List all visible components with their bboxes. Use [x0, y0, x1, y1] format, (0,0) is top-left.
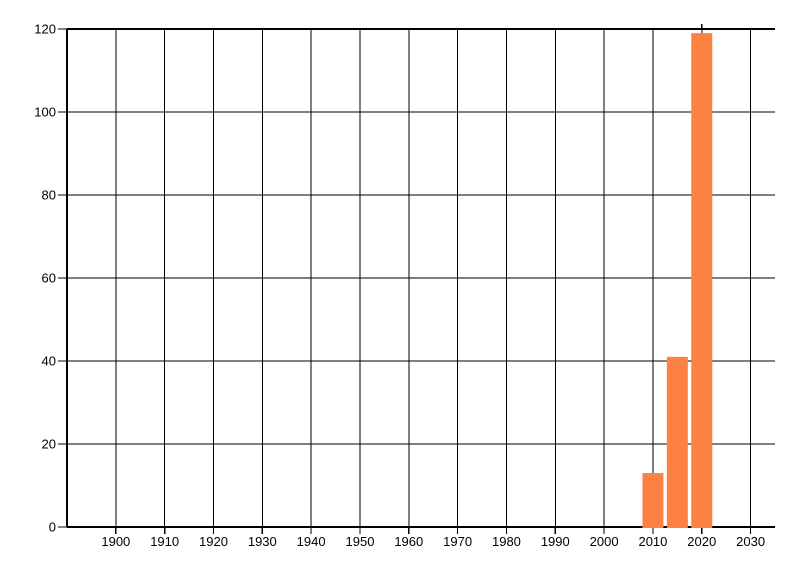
x-tick-label: 1930	[248, 534, 277, 549]
bar-2015	[666, 356, 688, 528]
y-tick-label: 0	[49, 520, 56, 535]
x-tick-label: 2010	[638, 534, 667, 549]
y-tick-label: 40	[42, 354, 56, 369]
x-tick-label: 1970	[443, 534, 472, 549]
x-tick-label: 1900	[101, 534, 130, 549]
x-tick-label: 2020	[687, 534, 716, 549]
y-tick-label: 100	[34, 105, 56, 120]
x-tick-label: 1980	[492, 534, 521, 549]
x-tick-label: 1910	[150, 534, 179, 549]
x-tick-label: 1960	[394, 534, 423, 549]
x-tick-label: 2000	[590, 534, 619, 549]
y-tick-label: 60	[42, 271, 56, 286]
y-tick-label: 20	[42, 437, 56, 452]
y-tick-label: 80	[42, 188, 56, 203]
x-tick-label: 1950	[346, 534, 375, 549]
x-tick-label: 2030	[736, 534, 765, 549]
bar-2010	[642, 473, 664, 528]
y-tick-label: 120	[34, 22, 56, 37]
x-tick-label: 1940	[297, 534, 326, 549]
bar-2020	[691, 33, 713, 529]
x-tick-label: 1990	[541, 534, 570, 549]
x-tick-label: 1920	[199, 534, 228, 549]
